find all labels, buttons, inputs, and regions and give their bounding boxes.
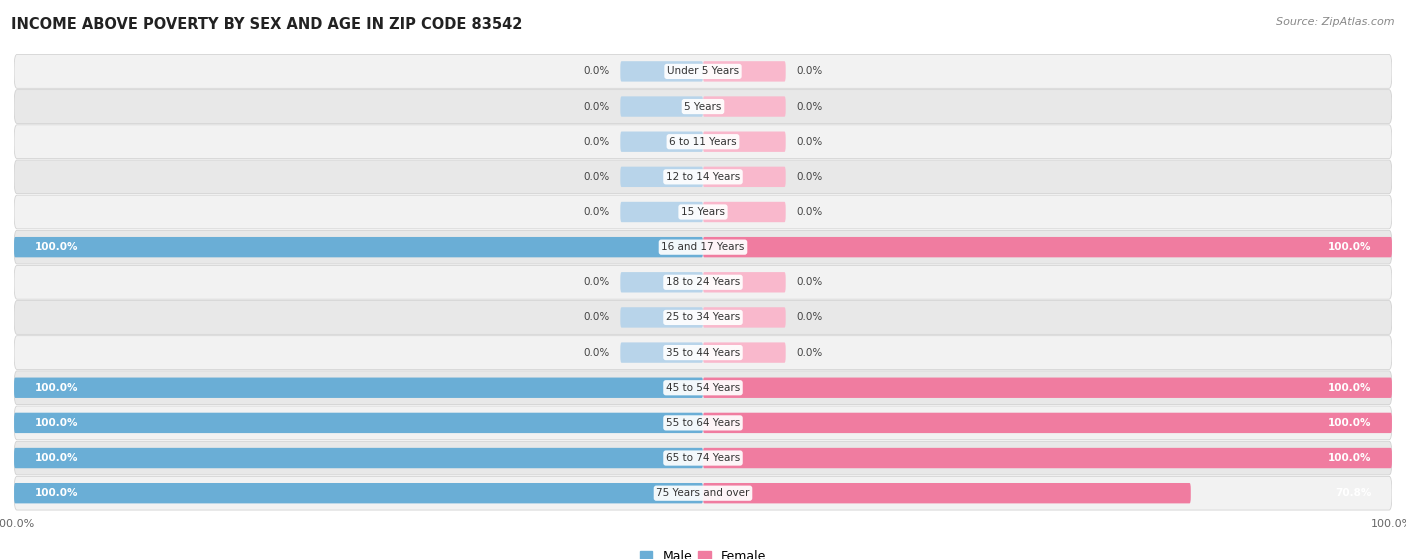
FancyBboxPatch shape: [14, 406, 1392, 440]
Text: 100.0%: 100.0%: [35, 242, 79, 252]
FancyBboxPatch shape: [14, 89, 1392, 124]
Text: 100.0%: 100.0%: [1327, 383, 1371, 393]
Text: 0.0%: 0.0%: [583, 172, 610, 182]
Text: 0.0%: 0.0%: [796, 277, 823, 287]
FancyBboxPatch shape: [14, 483, 703, 504]
Text: 0.0%: 0.0%: [796, 207, 823, 217]
FancyBboxPatch shape: [620, 131, 703, 152]
FancyBboxPatch shape: [620, 343, 703, 363]
FancyBboxPatch shape: [703, 237, 1392, 257]
FancyBboxPatch shape: [14, 377, 703, 398]
FancyBboxPatch shape: [620, 307, 703, 328]
FancyBboxPatch shape: [14, 237, 703, 257]
FancyBboxPatch shape: [620, 96, 703, 117]
FancyBboxPatch shape: [703, 272, 786, 292]
Text: 0.0%: 0.0%: [796, 102, 823, 112]
Text: 0.0%: 0.0%: [583, 277, 610, 287]
Text: 0.0%: 0.0%: [583, 348, 610, 358]
FancyBboxPatch shape: [620, 272, 703, 292]
Text: 0.0%: 0.0%: [796, 348, 823, 358]
Legend: Male, Female: Male, Female: [636, 546, 770, 559]
Text: 25 to 34 Years: 25 to 34 Years: [666, 312, 740, 323]
Text: Source: ZipAtlas.com: Source: ZipAtlas.com: [1277, 17, 1395, 27]
Text: 100.0%: 100.0%: [35, 453, 79, 463]
Text: 0.0%: 0.0%: [796, 312, 823, 323]
Text: 55 to 64 Years: 55 to 64 Years: [666, 418, 740, 428]
Text: 0.0%: 0.0%: [583, 207, 610, 217]
FancyBboxPatch shape: [14, 336, 1392, 369]
FancyBboxPatch shape: [703, 202, 786, 222]
Text: 70.8%: 70.8%: [1334, 488, 1371, 498]
FancyBboxPatch shape: [703, 61, 786, 82]
Text: 100.0%: 100.0%: [35, 418, 79, 428]
FancyBboxPatch shape: [14, 441, 1392, 475]
Text: INCOME ABOVE POVERTY BY SEX AND AGE IN ZIP CODE 83542: INCOME ABOVE POVERTY BY SEX AND AGE IN Z…: [11, 17, 523, 32]
Text: 45 to 54 Years: 45 to 54 Years: [666, 383, 740, 393]
Text: 16 and 17 Years: 16 and 17 Years: [661, 242, 745, 252]
FancyBboxPatch shape: [14, 230, 1392, 264]
Text: 12 to 14 Years: 12 to 14 Years: [666, 172, 740, 182]
Text: 6 to 11 Years: 6 to 11 Years: [669, 137, 737, 146]
FancyBboxPatch shape: [14, 125, 1392, 159]
FancyBboxPatch shape: [14, 301, 1392, 334]
Text: 15 Years: 15 Years: [681, 207, 725, 217]
FancyBboxPatch shape: [620, 61, 703, 82]
Text: 65 to 74 Years: 65 to 74 Years: [666, 453, 740, 463]
Text: 5 Years: 5 Years: [685, 102, 721, 112]
FancyBboxPatch shape: [703, 167, 786, 187]
Text: 35 to 44 Years: 35 to 44 Years: [666, 348, 740, 358]
Text: 0.0%: 0.0%: [796, 67, 823, 77]
Text: 100.0%: 100.0%: [35, 383, 79, 393]
FancyBboxPatch shape: [703, 413, 1392, 433]
Text: 18 to 24 Years: 18 to 24 Years: [666, 277, 740, 287]
Text: 100.0%: 100.0%: [35, 488, 79, 498]
FancyBboxPatch shape: [703, 483, 1191, 504]
FancyBboxPatch shape: [14, 55, 1392, 88]
Text: 100.0%: 100.0%: [1327, 453, 1371, 463]
FancyBboxPatch shape: [14, 413, 703, 433]
FancyBboxPatch shape: [14, 448, 703, 468]
FancyBboxPatch shape: [14, 476, 1392, 510]
FancyBboxPatch shape: [703, 377, 1392, 398]
Text: 0.0%: 0.0%: [583, 102, 610, 112]
FancyBboxPatch shape: [14, 371, 1392, 405]
FancyBboxPatch shape: [620, 202, 703, 222]
FancyBboxPatch shape: [703, 448, 1392, 468]
Text: 0.0%: 0.0%: [796, 172, 823, 182]
FancyBboxPatch shape: [620, 167, 703, 187]
Text: 0.0%: 0.0%: [796, 137, 823, 146]
FancyBboxPatch shape: [14, 266, 1392, 299]
Text: 0.0%: 0.0%: [583, 67, 610, 77]
Text: Under 5 Years: Under 5 Years: [666, 67, 740, 77]
FancyBboxPatch shape: [703, 131, 786, 152]
Text: 0.0%: 0.0%: [583, 312, 610, 323]
FancyBboxPatch shape: [14, 195, 1392, 229]
FancyBboxPatch shape: [14, 160, 1392, 194]
Text: 100.0%: 100.0%: [1327, 418, 1371, 428]
Text: 100.0%: 100.0%: [1327, 242, 1371, 252]
Text: 0.0%: 0.0%: [583, 137, 610, 146]
FancyBboxPatch shape: [703, 96, 786, 117]
Text: 75 Years and over: 75 Years and over: [657, 488, 749, 498]
FancyBboxPatch shape: [703, 343, 786, 363]
FancyBboxPatch shape: [703, 307, 786, 328]
